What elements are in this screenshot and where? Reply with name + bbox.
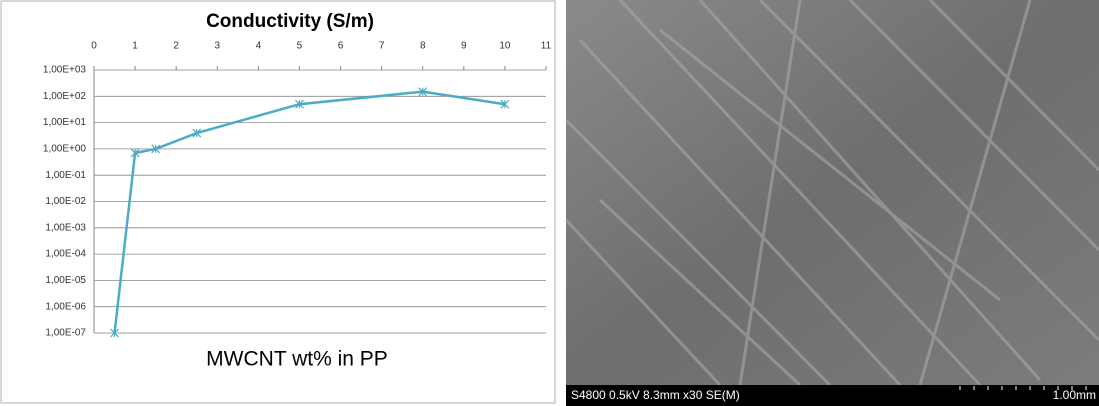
marker	[130, 148, 140, 158]
x-tick-label: 0	[91, 41, 97, 52]
y-tick-label: 1,00E-03	[45, 222, 86, 233]
sem-scale-bar	[959, 386, 1087, 390]
x-tick-label: 3	[214, 41, 220, 52]
y-tick-label: 1,00E-06	[45, 301, 86, 312]
y-tick-label: 1,00E-04	[45, 249, 86, 260]
y-tick-label: 1,00E+02	[43, 91, 87, 102]
y-tick-label: 1,00E+03	[43, 65, 87, 76]
sem-image: S4800 0.5kV 8.3mm x30 SE(M) 1.00mm	[564, 0, 1099, 406]
x-tick-label: 6	[338, 41, 344, 52]
sem-scale-label: 1.00mm	[1053, 388, 1096, 402]
x-tick-label: 8	[420, 41, 426, 52]
y-tick-label: 1,00E-07	[45, 328, 86, 339]
sem-background	[566, 0, 1099, 385]
chart-title: Conductivity (S/m)	[206, 11, 374, 32]
y-tick-label: 1,00E-02	[45, 196, 86, 207]
marker	[500, 99, 510, 109]
x-tick-label: 11	[541, 41, 552, 52]
marker	[418, 87, 428, 97]
x-tick-label: 2	[173, 41, 179, 52]
fibers	[564, 0, 1099, 387]
x-tick-label: 7	[379, 41, 385, 52]
x-axis-label: MWCNT wt% in PP	[206, 348, 388, 371]
marker	[110, 328, 119, 338]
x-tick-label: 4	[256, 41, 262, 52]
x-tick-label: 5	[297, 41, 303, 52]
sem-info-bar	[566, 385, 1099, 406]
y-tick-label: 1,00E+00	[43, 144, 87, 155]
x-tick-label: 10	[499, 41, 511, 52]
x-tick-label: 1	[132, 41, 138, 52]
marker	[192, 128, 202, 138]
chart-frame	[0, 0, 556, 404]
sem-caption: S4800 0.5kV 8.3mm x30 SE(M)	[571, 388, 740, 402]
marker	[151, 144, 161, 154]
y-tick-label: 1,00E-01	[45, 170, 86, 181]
y-tick-label: 1,00E+01	[43, 117, 87, 128]
marker	[295, 99, 304, 109]
y-tick-label: 1,00E-05	[45, 275, 86, 286]
x-tick-label: 9	[461, 41, 467, 52]
